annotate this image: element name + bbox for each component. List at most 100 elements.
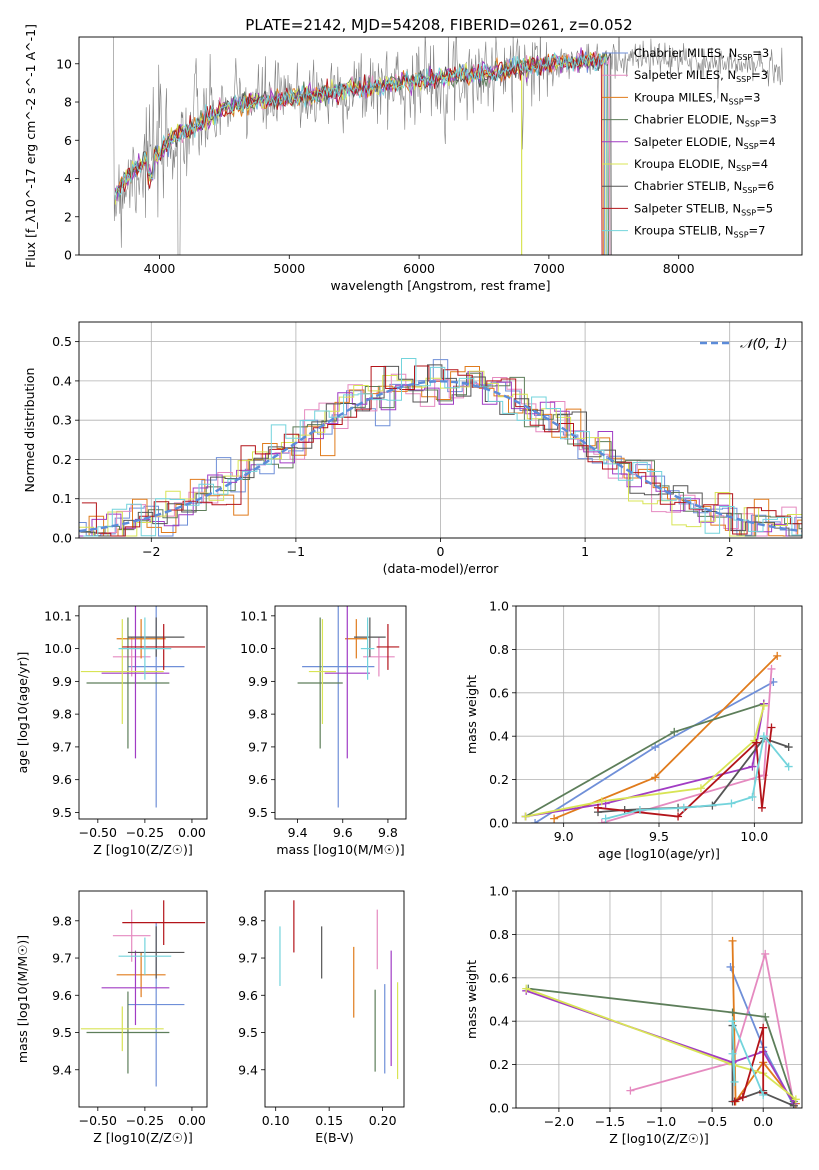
- mass-weight-marker: [635, 805, 644, 814]
- mass-weight-marker: [789, 1101, 798, 1108]
- x-tick-label: −0.50: [79, 1113, 117, 1128]
- y-tick-label: 0.4: [489, 1014, 509, 1029]
- x-tick-label: −1: [287, 544, 305, 559]
- y-tick-label: 0.4: [489, 729, 509, 744]
- mass-weight-marker: [773, 651, 782, 660]
- y-axis-label: Flux [f_λ10^-17 erg cm^-2 s^-1 A^-1]: [23, 24, 38, 268]
- x-axis-label: wavelength [Angstrom, rest frame]: [330, 278, 550, 293]
- mass-weight-marker: [601, 814, 610, 823]
- y-tick-label: 0: [64, 248, 72, 263]
- mass-weight-marker: [696, 784, 705, 793]
- panel-massweight_vs_Z: −2.0 −1.5 −1.0 −0.5 0.0 0.0 0.2 0.4 0.6 0.8 1.0 Z […: [464, 884, 803, 1146]
- x-tick-label: 0.0: [753, 1114, 773, 1129]
- y-tick-label: 9.5: [52, 1025, 72, 1040]
- legend-entry: Salpeter MILES, NSSP=3: [634, 68, 768, 84]
- panel-age_vs_Z: −0.50 −0.25 0.00 9.5 9.6 9.7 9.8 9.9 10.0 10.1 Z […: [15, 605, 208, 857]
- x-axis-label: Z [log10(Z/Z☉)]: [93, 1130, 193, 1145]
- y-tick-label: 6: [64, 133, 72, 148]
- x-tick-label: 7000: [533, 261, 565, 276]
- x-tick-label: 5000: [273, 261, 305, 276]
- y-tick-label: 9.8: [248, 707, 268, 722]
- x-tick-label: −0.25: [126, 1113, 164, 1128]
- mass-weight-marker: [752, 738, 761, 747]
- mass-weight-marker: [738, 1093, 747, 1102]
- figure-title: PLATE=2142, MJD=54208, FIBERID=0261, z=0…: [245, 16, 632, 34]
- mass-weight-marker: [522, 984, 531, 993]
- mass-weight-marker: [791, 1095, 800, 1104]
- histogram-series: [81, 365, 802, 537]
- axes-frame: [78, 321, 803, 539]
- x-tick-label: −0.50: [79, 825, 117, 840]
- spectrum-model-line: [114, 52, 608, 255]
- mass-weight-series: [525, 703, 765, 818]
- x-tick-label: 0.00: [178, 1113, 206, 1128]
- y-axis-label: mass weight: [464, 960, 479, 1039]
- y-axis-label: age [log10(age/yr)]: [15, 652, 30, 774]
- x-tick-label: 9.6: [333, 825, 353, 840]
- mass-weight-marker: [730, 1097, 739, 1106]
- y-tick-label: 0.2: [52, 452, 72, 467]
- mass-weight-series: [734, 1027, 765, 1103]
- normal-reference-curve: [79, 380, 802, 533]
- x-tick-label: −1.5: [595, 1114, 625, 1129]
- x-axis-label: (data-model)/error: [383, 561, 500, 576]
- panel-massweight_vs_age: 9.0 9.5 10.0 0.0 0.2 0.4 0.6 0.8 1.0 age [log10(a…: [464, 599, 803, 861]
- mass-weight-marker: [593, 803, 602, 812]
- y-tick-label: 0.0: [52, 531, 72, 546]
- axes-frame: [78, 36, 803, 256]
- mass-weight-marker: [730, 1077, 739, 1086]
- y-tick-label: 9.7: [52, 951, 72, 966]
- y-tick-label: 9.6: [52, 988, 72, 1003]
- x-tick-label: −2: [142, 544, 160, 559]
- x-tick-label: 1: [581, 544, 589, 559]
- mass-weight-marker: [761, 1012, 770, 1021]
- plot-area: [80, 606, 206, 808]
- plot-area: [521, 651, 793, 823]
- legend-entry: Chabrier STELIB, NSSP=6: [634, 179, 774, 195]
- histogram-series: [83, 358, 802, 537]
- y-tick-label: 9.8: [52, 707, 72, 722]
- x-tick-label: 9.8: [378, 825, 398, 840]
- spectrum-legend: Chabrier MILES, NSSP=3 Salpeter MILES, NS…: [602, 46, 777, 240]
- x-tick-label: 9.0: [554, 829, 574, 844]
- legend-entry: Salpeter STELIB, NSSP=5: [634, 201, 773, 217]
- mass-weight-marker: [727, 799, 736, 808]
- x-axis-label: mass [log10(M/M☉)]: [276, 842, 404, 857]
- histogram-series: [80, 364, 802, 537]
- y-tick-label: 0.6: [489, 685, 509, 700]
- y-tick-label: 0.0: [489, 816, 509, 831]
- x-tick-label: −0.5: [697, 1114, 727, 1129]
- y-tick-label: 1.0: [489, 884, 509, 899]
- legend-entry: Chabrier MILES, NSSP=3: [634, 46, 769, 62]
- y-tick-label: 0.2: [489, 1057, 509, 1072]
- x-tick-label: 6000: [403, 261, 435, 276]
- axes-frame: [515, 890, 803, 1109]
- y-tick-label: 0.0: [489, 1101, 509, 1116]
- x-axis-label: Z [log10(Z/Z☉)]: [609, 1131, 709, 1146]
- y-tick-label: 9.5: [248, 805, 268, 820]
- mass-weight-marker: [531, 819, 540, 823]
- x-tick-label: 0.20: [369, 1113, 397, 1128]
- legend-entry: Kroupa STELIB, NSSP=7: [634, 224, 765, 240]
- legend-entry: Kroupa ELODIE, NSSP=4: [634, 157, 768, 173]
- mass-weight-series: [525, 702, 765, 818]
- y-axis-label: mass weight: [464, 675, 479, 754]
- y-tick-label: 1.0: [489, 599, 509, 614]
- legend-entry: Salpeter ELODIE, NSSP=4: [634, 135, 776, 151]
- mass-weight-series: [731, 1020, 765, 1096]
- plot-area: [113, 37, 783, 255]
- plot-area: [80, 900, 206, 1087]
- mass-weight-marker: [626, 1086, 635, 1095]
- y-tick-label: 0.2: [489, 772, 509, 787]
- mass-weight-marker: [757, 803, 766, 812]
- x-tick-label: 8000: [663, 261, 695, 276]
- y-tick-label: 0.8: [489, 642, 509, 657]
- x-axis-label: age [log10(age/yr)]: [598, 846, 720, 861]
- axes-frame: [78, 605, 208, 820]
- y-tick-label: 9.5: [238, 1025, 258, 1040]
- x-axis-label: Z [log10(Z/Z☉)]: [93, 842, 193, 857]
- y-tick-label: 10.0: [240, 641, 268, 656]
- mass-weight-series: [630, 953, 795, 1104]
- mass-weight-marker: [728, 1008, 737, 1017]
